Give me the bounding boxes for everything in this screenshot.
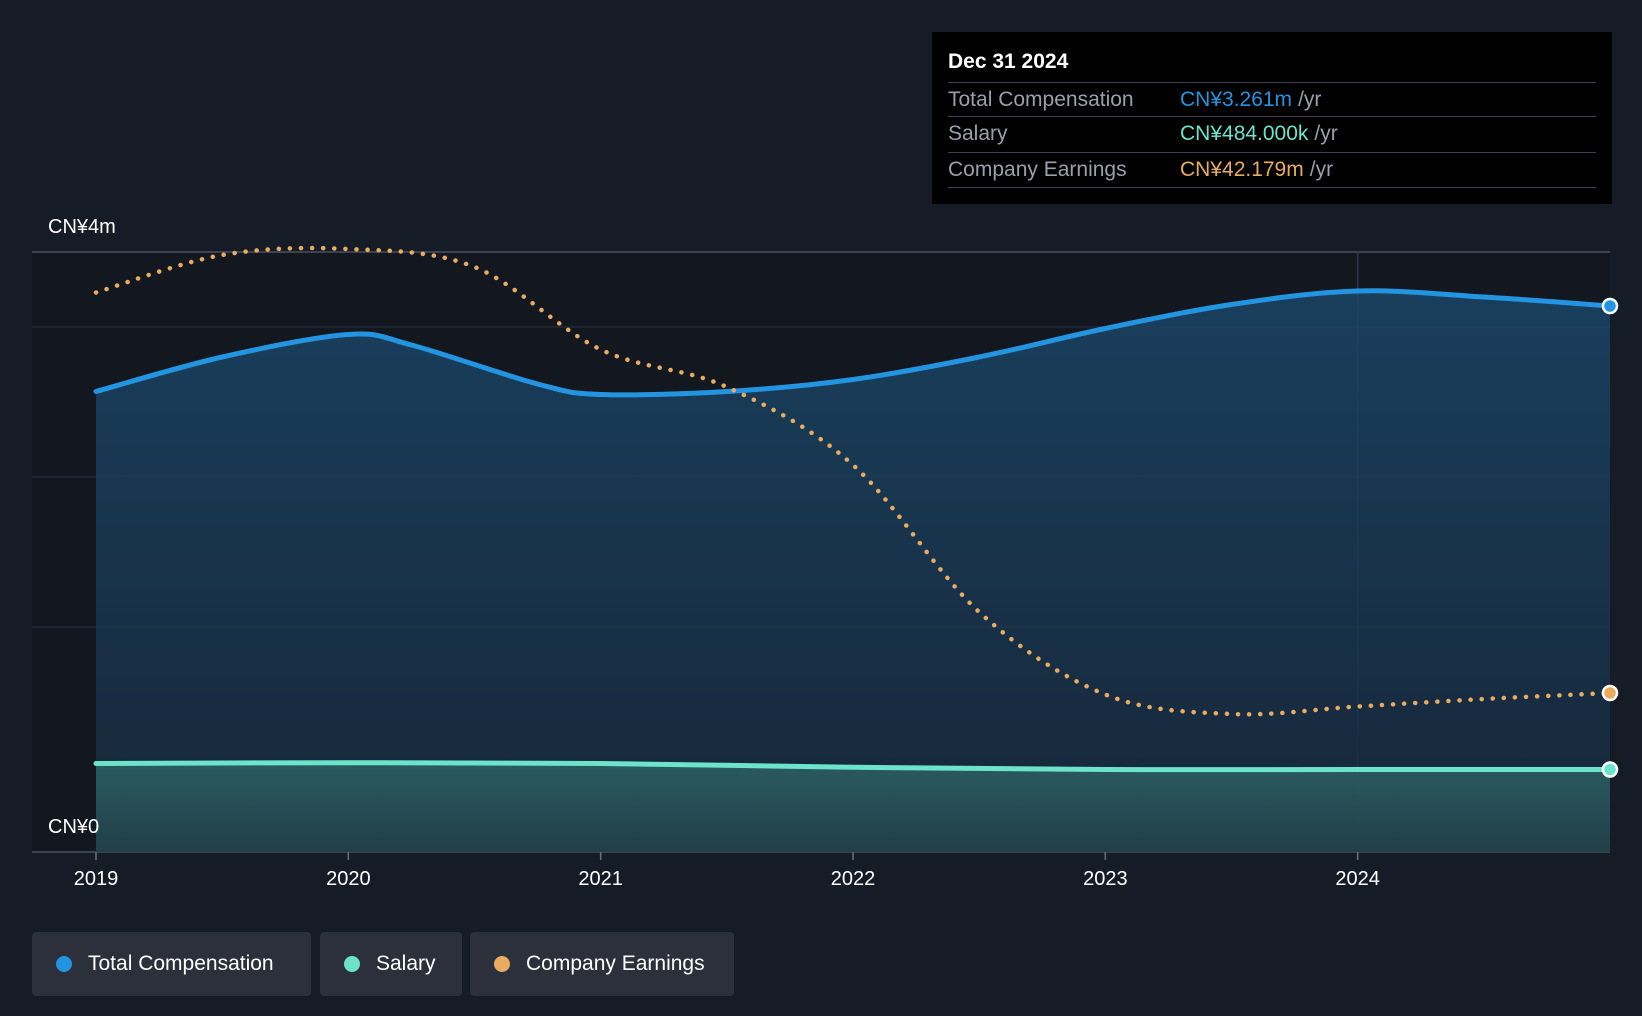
x-tick-label: 2022 — [831, 868, 876, 890]
legend-item-total-compensation[interactable]: Total Compensation — [32, 932, 311, 996]
tooltip-unit: /yr — [1309, 158, 1334, 181]
legend-dot-icon — [344, 956, 360, 972]
tooltip-row-total-compensation: Total Compensation CN¥3.261m/yr — [948, 82, 1596, 117]
tooltip-label: Total Compensation — [948, 88, 1134, 111]
legend-label: Salary — [376, 952, 436, 975]
x-tick-label: 2021 — [578, 868, 623, 890]
y-axis-min-label: CN¥0 — [48, 816, 100, 838]
tooltip-value-text: CN¥42.179m — [1180, 158, 1304, 181]
x-axis-ticks: 2019 2020 2021 2022 2023 2024 — [74, 852, 1380, 890]
x-tick-label: 2020 — [326, 868, 371, 890]
line-salary — [93, 760, 1613, 773]
tooltip-value-text: CN¥3.261m — [1180, 88, 1293, 111]
legend-dot-icon — [494, 956, 510, 972]
tooltip-date: Dec 31 2024 — [948, 50, 1069, 73]
area-salary — [96, 762, 1610, 852]
legend-item-salary[interactable]: Salary — [320, 932, 462, 996]
legend-dot-icon — [56, 956, 72, 972]
tooltip-value: CN¥42.179m/yr — [1180, 153, 1333, 186]
series-lines — [93, 245, 1613, 773]
legend-label: Company Earnings — [526, 952, 705, 975]
x-tick-label: 2023 — [1083, 868, 1128, 890]
marker-salary — [1601, 761, 1619, 778]
y-axis-max-label: CN¥4m — [48, 216, 116, 238]
tooltip-value: CN¥3.261m/yr — [1180, 83, 1321, 116]
area-total-compensation — [96, 290, 1610, 852]
tooltip-row-company-earnings: Company Earnings CN¥42.179m/yr — [948, 152, 1596, 188]
tooltip-unit: /yr — [1298, 88, 1322, 111]
marker-total-compensation — [1601, 297, 1619, 315]
tooltip-unit: /yr — [1314, 122, 1338, 145]
series-markers — [1601, 297, 1619, 778]
hover-tooltip: Dec 31 2024 Total Compensation CN¥3.261m… — [932, 32, 1612, 204]
series-areas — [96, 290, 1610, 852]
x-tick-label: 2019 — [74, 868, 119, 890]
tooltip-label: Salary — [948, 122, 1008, 145]
tooltip-label: Company Earnings — [948, 158, 1127, 181]
tooltip-row-salary: Salary CN¥484.000k/yr — [948, 116, 1596, 151]
legend-label: Total Compensation — [88, 952, 274, 975]
tooltip-value-text: CN¥484.000k — [1180, 122, 1309, 145]
x-tick-label: 2024 — [1335, 868, 1380, 890]
tooltip-value: CN¥484.000k/yr — [1180, 117, 1338, 150]
legend-item-company-earnings[interactable]: Company Earnings — [470, 932, 734, 996]
line-total-compensation — [93, 288, 1613, 398]
marker-company-earnings — [1601, 684, 1619, 702]
